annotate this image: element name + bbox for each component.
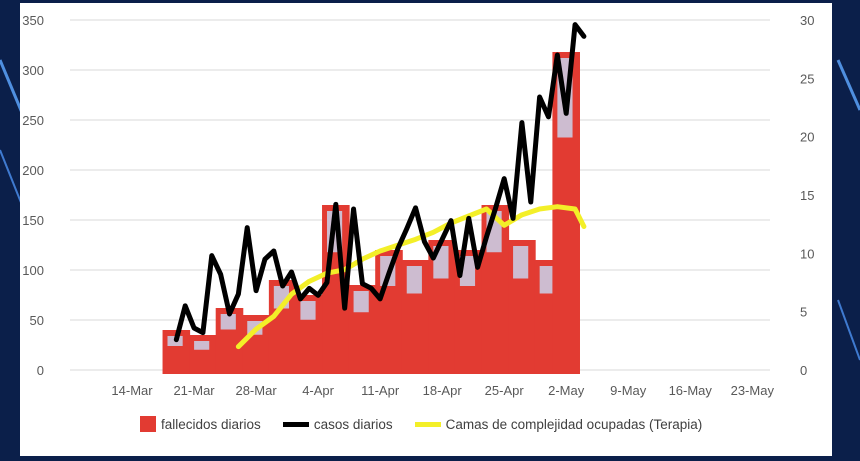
lines (173, 22, 587, 350)
y-left-tick-label: 50 (30, 313, 44, 328)
legend-label: fallecidos diarios (161, 416, 261, 432)
x-tick-label: 9-May (610, 383, 647, 398)
y-right-tick-label: 0 (800, 363, 807, 378)
bar-highlight (194, 341, 210, 350)
axis-ticks: 0 50 100 150 200 250 300 350 0 5 10 15 20 25 30 14-Mar 2… (22, 13, 814, 398)
legend-item-casos: casos diarios (282, 416, 393, 432)
legend-label: Camas de complejidad ocupadas (Terapia) (445, 416, 703, 432)
x-tick-label: 4-Apr (302, 383, 334, 398)
y-left-tick-label: 150 (22, 213, 44, 228)
y-right-tick-label: 15 (800, 188, 814, 203)
x-tick-label: 21-Mar (173, 383, 215, 398)
y-left-tick-label: 250 (22, 113, 44, 128)
bar-fallecidos (189, 335, 217, 374)
y-right-tick-label: 30 (800, 13, 814, 28)
y-left-tick-label: 200 (22, 163, 44, 178)
y-right-tick-label: 5 (800, 305, 807, 320)
x-tick-label: 16-May (669, 383, 713, 398)
x-tick-label: 11-Apr (361, 383, 400, 398)
legend-item-fallecidos: fallecidos diarios (140, 416, 261, 432)
y-left-tick-label: 300 (22, 63, 44, 78)
y-left-tick-label: 0 (37, 363, 44, 378)
y-left-tick-label: 100 (22, 263, 44, 278)
line-casos (173, 22, 587, 343)
legend-swatch-line (414, 421, 441, 427)
legend: fallecidos diarios casos diarios Camas d… (140, 416, 702, 432)
bars-fallecidos (162, 52, 580, 374)
legend-swatch-line (282, 421, 309, 427)
x-tick-label: 23-May (731, 383, 775, 398)
legend-item-camas: Camas de complejidad ocupadas (Terapia) (414, 416, 703, 432)
bar-highlight (406, 266, 422, 294)
bar-highlight (539, 266, 555, 294)
bar-highlight (300, 301, 316, 320)
chart-panel (20, 3, 832, 456)
y-right-tick-label: 25 (800, 71, 814, 86)
right-accent-stripe (836, 59, 860, 111)
x-tick-label: 28-Mar (235, 383, 277, 398)
bar-highlight (353, 291, 369, 313)
bar-highlight (220, 314, 236, 330)
y-right-tick-label: 10 (800, 246, 814, 261)
y-left-tick-label: 350 (22, 13, 44, 28)
legend-swatch-bar (140, 416, 156, 432)
x-tick-label: 14-Mar (111, 383, 153, 398)
bar-highlight (513, 246, 529, 279)
x-tick-label: 25-Apr (485, 383, 525, 398)
x-tick-label: 18-Apr (423, 383, 463, 398)
y-right-tick-label: 20 (800, 130, 814, 145)
x-tick-label: 2-May (548, 383, 585, 398)
legend-label: casos diarios (313, 416, 393, 432)
